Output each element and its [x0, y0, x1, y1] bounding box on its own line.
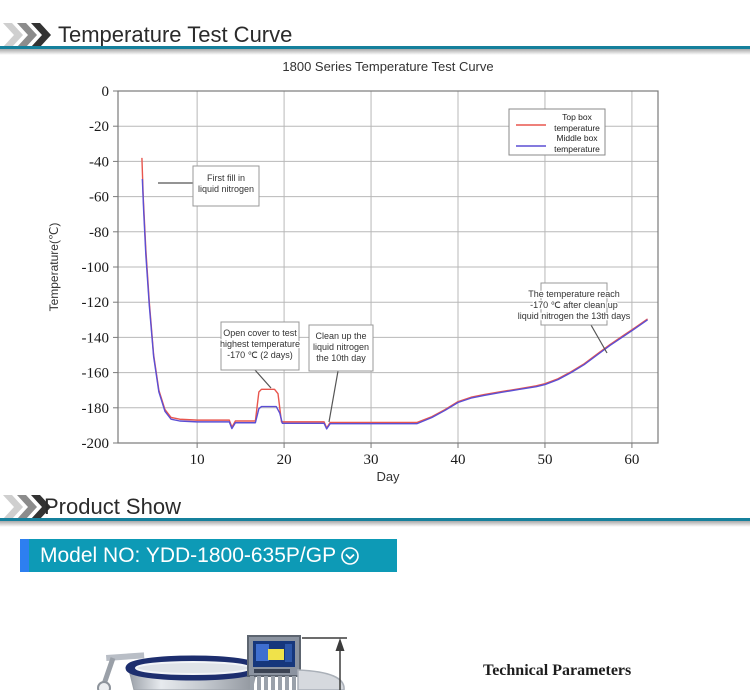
tick-label-y: -200 [82, 436, 110, 452]
annotation-text-1: Open cover to test highest temperature -17… [220, 328, 300, 360]
tick-label-x: 10 [190, 452, 205, 468]
annotation-leader-3 [590, 324, 608, 354]
tick-label-y: -180 [82, 401, 110, 417]
annotation-box-0 [192, 165, 260, 207]
section-divider [0, 46, 750, 49]
section-title-temperature: Temperature Test Curve [58, 22, 293, 47]
section-header-product-show: Product Show [0, 492, 750, 532]
y-axis-label: Temperature(℃) [47, 223, 61, 312]
tick-label-x: 20 [277, 452, 292, 468]
chart-title: 1800 Series Temperature Test Curve [282, 59, 493, 74]
tick-label-x: 60 [624, 452, 639, 468]
section-divider [0, 518, 750, 521]
annotation-box-3 [540, 282, 608, 326]
annotation-box-1 [220, 321, 300, 371]
series-line-1 [141, 178, 648, 430]
annotation-text-0: First fill in liquid nitrogen [198, 173, 254, 194]
tick-label-y: -20 [89, 119, 109, 135]
section-divider-shadow [0, 521, 750, 527]
tick-label-y: -60 [89, 190, 109, 206]
tank-bucket [125, 655, 261, 690]
controller-display [247, 635, 301, 677]
annotation-box-2 [308, 324, 374, 372]
section-divider-shadow [0, 49, 750, 55]
x-axis-label: Day [376, 469, 400, 484]
triple-chevron-icon [3, 23, 51, 47]
tick-label-y: -100 [82, 260, 110, 276]
tank-left-handle [97, 652, 145, 690]
section-title-product-show: Product Show [44, 494, 181, 519]
banner-accent-bar [20, 539, 29, 572]
dimension-arrow [302, 637, 347, 690]
legend-label: temperature [554, 123, 600, 133]
annotation-text-2: Clean up the liquid nitrogen the 10th day [313, 331, 369, 363]
annotation-text-3: The temperature reach -170 ℃ after clean … [518, 289, 631, 321]
legend-box [508, 108, 606, 156]
tick-label-y: -80 [89, 225, 109, 241]
tick-label-x: 30 [364, 452, 379, 468]
triple-chevron-icon [3, 495, 51, 519]
tick-label-x: 40 [451, 452, 466, 468]
tick-label-y: -120 [82, 295, 110, 311]
model-no-banner[interactable]: Model NO: YDD-1800-635P/GP [20, 539, 397, 572]
technical-parameters-title: Technical Parameters [483, 662, 632, 679]
annotation-leader-2 [328, 370, 339, 423]
tank-outer-wall [297, 669, 345, 690]
circle-chevron-down-icon[interactable] [340, 546, 360, 566]
tank-hoses [250, 676, 296, 690]
legend-label: Middle box [556, 133, 598, 143]
tick-label-y: -140 [82, 330, 110, 346]
temperature-chart: 10 20 30 40 50 60 0 -20 -40 -60 -80 -100 -120 -140 -16… [47, 59, 659, 484]
product-photo [97, 635, 347, 690]
section-header-temperature: Temperature Test Curve [0, 0, 750, 56]
tick-label-x: 50 [537, 452, 552, 468]
model-no-text: Model NO: YDD-1800-635P/GP [40, 543, 337, 567]
annotation-leader-1 [254, 369, 272, 389]
legend-label: Top box [562, 112, 593, 122]
legend-label: temperature [554, 144, 600, 154]
tick-label-y: -160 [82, 366, 110, 382]
tick-label-y: 0 [102, 84, 110, 100]
tick-label-y: -40 [89, 154, 109, 170]
